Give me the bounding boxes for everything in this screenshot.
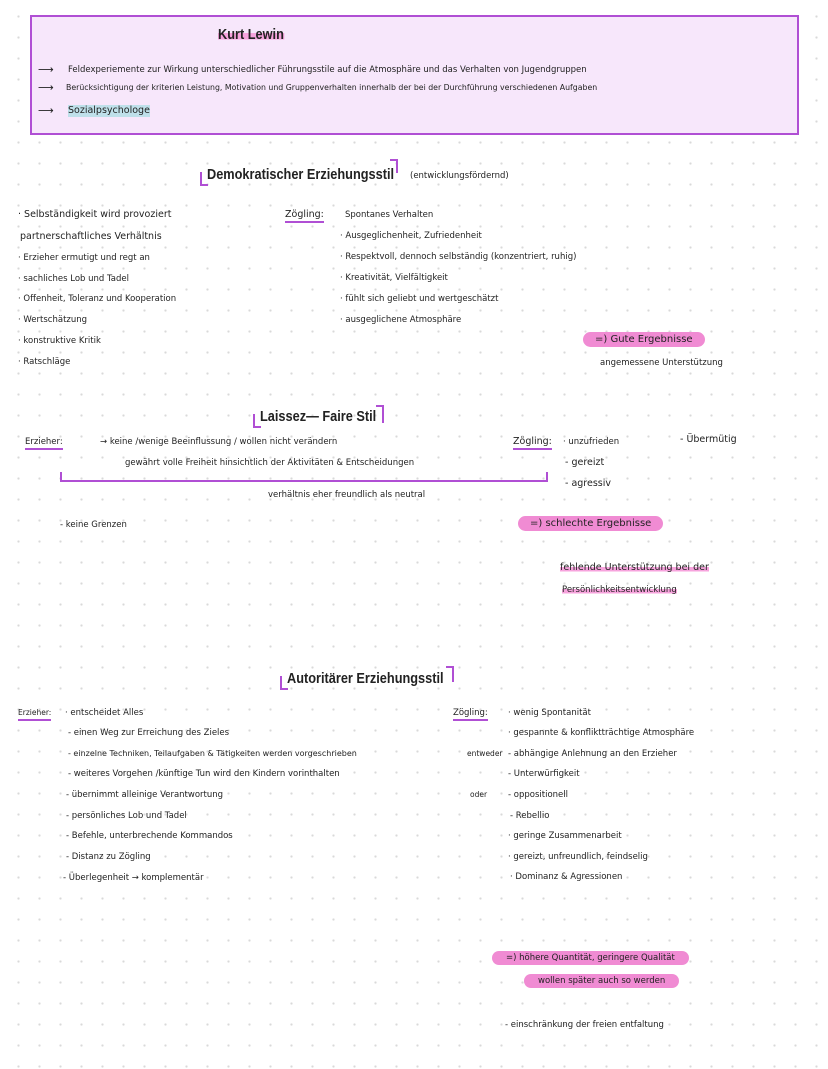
list-item: - persönliches Lob und Tadel (66, 811, 187, 821)
arrow-icon: ⟶ (38, 104, 54, 117)
bracket-corner (376, 405, 384, 423)
kurt-lewin-box (30, 15, 799, 135)
entweder-label: entweder (467, 749, 503, 758)
list-item: · gespannte & konfliktträchtige Atmosphä… (508, 728, 695, 738)
erzieher-label: Erzieher: (18, 707, 52, 721)
list-item: - keine Grenzen (60, 520, 127, 530)
header-line: Berücksichtigung der kriterien Leistung,… (66, 83, 598, 92)
header-line: Sozialpsychologe (68, 105, 150, 117)
bracket-corner (280, 676, 288, 690)
result-badge: =) Gute Ergebnisse (583, 332, 705, 347)
result-note: fehlende Unterstützung bei der (560, 562, 709, 574)
list-item: - Distanz zu Zögling (66, 852, 151, 862)
brace-line (60, 472, 548, 482)
list-item: · sachliches Lob und Tadel (18, 274, 129, 284)
list-item: · Dominanz & Agressionen (510, 872, 623, 882)
result-badge: =) höhere Quantität, geringere Qualität (492, 951, 689, 965)
list-item: - Überlegenheit → komplementär (63, 873, 204, 883)
list-item: · gereizt, unfreundlich, feindselig (508, 852, 648, 862)
list-item: - Übermütig (680, 434, 737, 445)
list-item: - Rebellio (510, 811, 550, 821)
brace-note: verhältnis eher freundlich als neutral (268, 490, 426, 500)
list-item: - oppositionell (508, 790, 568, 800)
section-title-demokratisch: Demokratischer Erziehungsstil (207, 166, 395, 183)
zoegling-label: Zögling: (513, 436, 552, 450)
list-item: · unzufrieden (563, 437, 620, 447)
list-item: - einzelne Techniken, Teilaufgaben & Tät… (68, 749, 357, 758)
list-item: - abhängige Anlehnung an den Erzieher (508, 749, 677, 759)
list-item: · Ausgeglichenheit, Zufriedenheit (340, 231, 482, 241)
section-title-laissez: Laissez— Faire Stil (260, 408, 377, 425)
arrow-icon: ⟶ (38, 63, 54, 76)
bracket-corner (446, 666, 454, 682)
list-item: - Unterwürfigkeit (508, 769, 580, 779)
list-item: - agressiv (565, 478, 612, 489)
section-subtitle: (entwicklungsfördernd) (410, 171, 509, 181)
zoegling-label: Zögling: (285, 209, 324, 223)
oder-label: oder (470, 790, 488, 799)
list-item: - gereizt (565, 457, 605, 468)
section-title-autoritaer: Autoritärer Erziehungsstil (287, 670, 444, 687)
bracket-corner (200, 172, 208, 186)
header-title: Kurt Lewin (218, 26, 284, 43)
result-note: angemessene Unterstützung (600, 358, 723, 368)
erzieher-label: Erzieher: (25, 436, 63, 450)
list-item: · Ratschläge (18, 357, 71, 367)
list-item: partnerschaftliches Verhältnis (20, 231, 162, 242)
bracket-corner (390, 159, 398, 173)
list-item: · wenig Spontanität (508, 708, 591, 718)
zoegling-label: Zögling: (453, 707, 488, 721)
list-item: - Befehle, unterbrechende Kommandos (66, 831, 233, 841)
list-item: · Offenheit, Toleranz und Kooperation (18, 294, 177, 304)
list-item: · Selbständigkeit wird provoziert (18, 209, 172, 220)
result-note: Persönlichkeitsentwicklung (562, 584, 677, 596)
list-item: · konstruktive Kritik (18, 336, 101, 346)
list-item: - weiteres Vorgehen /künftige Tun wird d… (68, 769, 340, 779)
list-item: · Respektvoll, dennoch selbständig (konz… (340, 252, 577, 262)
list-item: · Erzieher ermutigt und regt an (18, 253, 150, 263)
list-item: gewährt volle Freiheit hinsichtlich der … (125, 458, 415, 468)
list-item: · ausgeglichene Atmosphäre (340, 315, 462, 325)
list-item: → keine /wenige Beeinflussung / wollen n… (100, 437, 338, 447)
arrow-icon: ⟶ (38, 81, 54, 94)
note: - einschränkung der freien entfaltung (505, 1020, 664, 1030)
result-badge: wollen später auch so werden (524, 974, 680, 988)
list-item: · fühlt sich geliebt und wertgeschätzt (340, 294, 499, 304)
list-item: · geringe Zusammenarbeit (508, 831, 622, 841)
list-item: · Kreativität, Vielfältigkeit (340, 273, 448, 283)
list-item: - übernimmt alleinige Verantwortung (66, 790, 224, 800)
bracket-corner (253, 414, 261, 428)
list-item: - einen Weg zur Erreichung des Zieles (68, 728, 230, 738)
header-line: Feldexperiemente zur Wirkung unterschied… (68, 65, 587, 75)
list-item: · entscheidet Alles (65, 708, 144, 718)
list-item: Spontanes Verhalten (345, 210, 434, 220)
result-badge: =) schlechte Ergebnisse (518, 516, 664, 531)
list-item: · Wertschätzung (18, 315, 88, 325)
